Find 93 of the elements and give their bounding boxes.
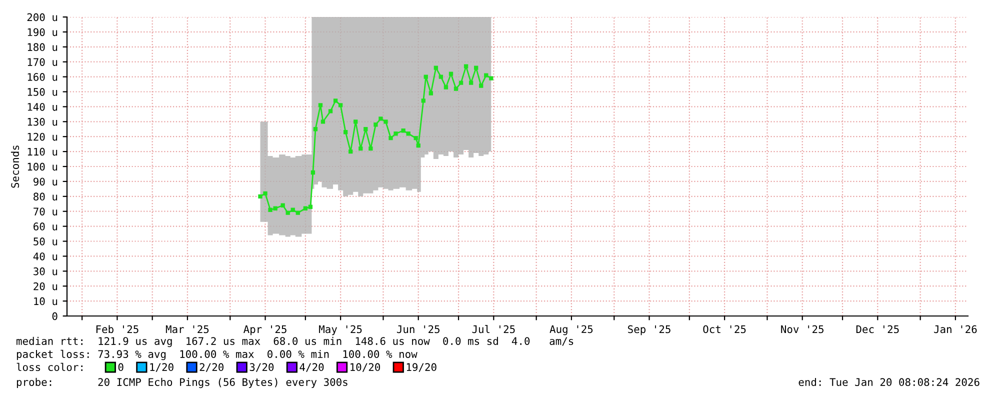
point [421, 98, 426, 103]
legend-label: 19/20 [406, 363, 436, 372]
y-tick-label: 50 u [34, 238, 58, 246]
point [388, 136, 393, 140]
y-tick-label: 200 u [27, 13, 58, 22]
point [378, 116, 383, 121]
point [303, 206, 308, 210]
point [358, 146, 363, 151]
point [368, 146, 373, 151]
x-tick-label: Dec '25 [856, 325, 899, 334]
y-tick-label: 80 u [34, 192, 58, 201]
y-tick-label: 190 u [28, 28, 58, 36]
point [416, 143, 420, 148]
point [344, 130, 348, 134]
y-tick-label: 150 u [28, 88, 58, 96]
point [406, 132, 410, 136]
x-tick-label: Aug '25 [550, 325, 593, 336]
point [263, 191, 268, 196]
point [258, 194, 262, 198]
point [434, 66, 438, 70]
x-tick-label: Sep '25 [628, 325, 670, 336]
x-tick-label: Mar '25 [166, 325, 209, 334]
point [318, 103, 323, 108]
y-tick-label: 70 u [34, 208, 58, 216]
y-tick-label: 10 u [34, 297, 58, 306]
legend-label: 2/20 [200, 363, 224, 372]
text: probe: 20 ICMP Echo Pings (56 Bytes) every 300s [16, 378, 348, 388]
y-tick-label: 90 u [34, 178, 58, 186]
x-tick-label: Jan '26 [934, 325, 977, 334]
point [444, 85, 448, 90]
point [394, 132, 398, 136]
y-tick-label: 140 u [28, 102, 58, 111]
y-tick-label: 110 u [28, 148, 58, 156]
point [338, 103, 343, 108]
point [424, 74, 428, 79]
point [448, 72, 454, 76]
x-tick-label: Nov '25 [781, 325, 824, 334]
point [328, 109, 333, 114]
point [384, 120, 388, 124]
y-tick-label: 30 u [34, 267, 58, 276]
y-tick-label: 130 u [28, 118, 58, 126]
point [464, 64, 468, 68]
point [364, 127, 368, 132]
point [290, 208, 295, 212]
legend-label: 3/20 [250, 363, 274, 372]
x-tick-label: Jul '25 [472, 325, 515, 334]
x-tick-label: Jun '25 [396, 325, 440, 334]
point [286, 210, 290, 215]
text: end: Tue Jan 20 08:08:24 2026 [798, 378, 980, 386]
legend-label: 0 [118, 363, 124, 372]
point [296, 210, 300, 215]
y-tick-label: 170 u [28, 58, 58, 66]
point [474, 66, 478, 70]
x-tick-label: Apr '25 [244, 325, 286, 336]
point [333, 98, 338, 103]
legend-title: loss color: [16, 362, 82, 372]
y-tick-label: 100 u [28, 162, 58, 171]
point [273, 206, 278, 210]
y-tick-label: 20 u [34, 282, 58, 290]
y-axis-title: Seconds [10, 146, 20, 188]
point [468, 80, 474, 85]
point [454, 86, 458, 91]
point [374, 122, 378, 127]
legend-label: 10/20 [350, 363, 380, 372]
point [348, 149, 353, 154]
point [401, 128, 406, 133]
point [479, 84, 484, 88]
point [438, 74, 444, 79]
y-tick-label: 120 u [28, 132, 58, 141]
y-tick-label: 0 [52, 312, 58, 320]
point [484, 73, 488, 78]
x-tick-label: May '25 [319, 325, 362, 336]
point [414, 136, 418, 140]
text: packet loss: 73.93 % avg 100.00 % max 0.00 % min 100.00 % now [16, 350, 418, 360]
point [428, 91, 433, 96]
text: median rtt: 121.9 us avg 167.2 us max 68.0 us min 148.6 us now 0.0 ms sd 4.0 am/s [16, 336, 574, 348]
point [320, 120, 326, 124]
point [308, 204, 313, 209]
y-tick-label: 60 u [34, 222, 58, 230]
y-tick-label: 160 u [28, 73, 58, 81]
legend-label: 4/20 [300, 363, 324, 372]
y-tick-label: 40 u [33, 252, 58, 260]
y-tick-label: 180 u [28, 43, 58, 52]
point [268, 208, 272, 212]
point [458, 80, 464, 85]
point [313, 127, 318, 132]
x-tick-label: Oct '25 [703, 325, 746, 334]
point [489, 76, 494, 80]
point [354, 120, 358, 124]
point [280, 203, 285, 208]
point [310, 170, 316, 175]
x-tick-label: Feb '25 [96, 325, 138, 334]
legend-label: 1/20 [150, 363, 174, 372]
